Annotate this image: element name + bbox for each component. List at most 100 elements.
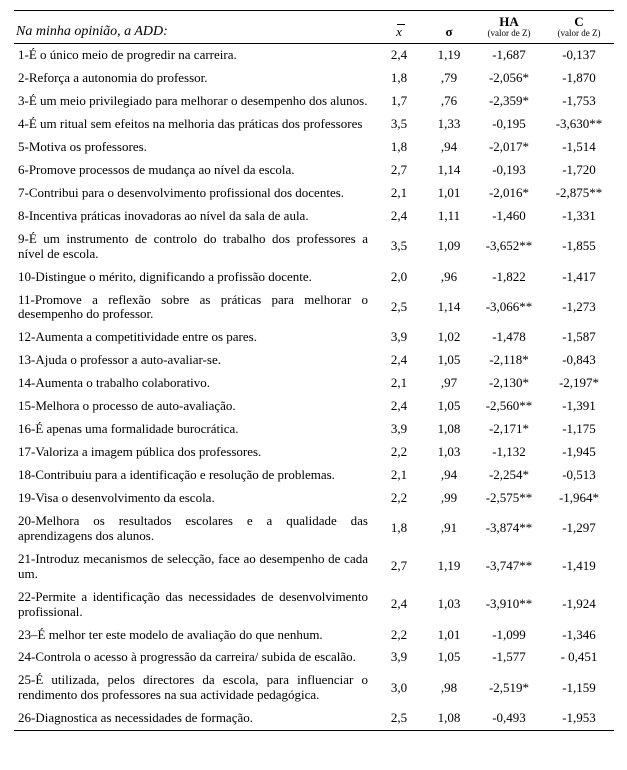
cell-sigma: ,91 <box>424 510 474 548</box>
table-row: 2-Reforça a autonomia do professor.1,8,7… <box>14 67 614 90</box>
table-row: 18-Contribuiu para a identificação e res… <box>14 464 614 487</box>
cell-c: -1,924 <box>544 586 614 624</box>
cell-statement: 21-Introduz mecanismos de selecção, face… <box>14 548 374 586</box>
cell-ha: -1,478 <box>474 326 544 349</box>
cell-ha: -2,017* <box>474 136 544 159</box>
cell-mean: 1,8 <box>374 67 424 90</box>
table-row: 16-É apenas uma formalidade burocrática.… <box>14 418 614 441</box>
table-row: 19-Visa o desenvolvimento da escola.2,2,… <box>14 487 614 510</box>
cell-c: -1,391 <box>544 395 614 418</box>
table-row: 9-É um instrumento de controlo do trabal… <box>14 228 614 266</box>
cell-mean: 2,2 <box>374 487 424 510</box>
cell-c: - 0,451 <box>544 646 614 669</box>
cell-c: -1,855 <box>544 228 614 266</box>
cell-c: -1,417 <box>544 266 614 289</box>
cell-ha: -3,652** <box>474 228 544 266</box>
table-row: 14-Aumenta o trabalho colaborativo.2,1,9… <box>14 372 614 395</box>
page: Na minha opinião, a ADD: x σ HA (valor d… <box>0 0 627 770</box>
cell-sigma: ,99 <box>424 487 474 510</box>
cell-mean: 2,7 <box>374 548 424 586</box>
cell-c: -1,945 <box>544 441 614 464</box>
cell-sigma: 1,05 <box>424 349 474 372</box>
cell-c: -1,870 <box>544 67 614 90</box>
cell-sigma: ,94 <box>424 136 474 159</box>
cell-ha: -2,254* <box>474 464 544 487</box>
sigma-symbol: σ <box>445 24 452 39</box>
stats-table: Na minha opinião, a ADD: x σ HA (valor d… <box>14 10 614 731</box>
ha-sub: (valor de Z) <box>476 29 542 39</box>
cell-statement: 26-Diagnostica as necessidades de formaç… <box>14 707 374 730</box>
cell-sigma: 1,05 <box>424 395 474 418</box>
table-row: 7-Contribui para o desenvolvimento profi… <box>14 182 614 205</box>
cell-c: -1,346 <box>544 624 614 647</box>
cell-c: -1,587 <box>544 326 614 349</box>
col-header-statement: Na minha opinião, a ADD: <box>14 11 374 44</box>
cell-statement: 9-É um instrumento de controlo do trabal… <box>14 228 374 266</box>
table-row: 26-Diagnostica as necessidades de formaç… <box>14 707 614 730</box>
table-row: 21-Introduz mecanismos de selecção, face… <box>14 548 614 586</box>
cell-statement: 10-Distingue o mérito, dignificando a pr… <box>14 266 374 289</box>
cell-mean: 2,0 <box>374 266 424 289</box>
cell-ha: -2,519* <box>474 669 544 707</box>
table-row: 11-Promove a reflexão sobre as práticas … <box>14 289 614 327</box>
cell-statement: 20-Melhora os resultados escolares e a q… <box>14 510 374 548</box>
cell-sigma: 1,03 <box>424 586 474 624</box>
col-header-ha: HA (valor de Z) <box>474 11 544 44</box>
col-header-sigma: σ <box>424 11 474 44</box>
cell-mean: 3,9 <box>374 418 424 441</box>
cell-statement: 6-Promove processos de mudança ao nível … <box>14 159 374 182</box>
cell-mean: 2,7 <box>374 159 424 182</box>
cell-statement: 8-Incentiva práticas inovadoras ao nível… <box>14 205 374 228</box>
cell-sigma: ,76 <box>424 90 474 113</box>
cell-c: -0,843 <box>544 349 614 372</box>
table-row: 3-É um meio privilegiado para melhorar o… <box>14 90 614 113</box>
cell-sigma: 1,19 <box>424 548 474 586</box>
cell-mean: 1,8 <box>374 136 424 159</box>
cell-mean: 2,5 <box>374 707 424 730</box>
table-row: 22-Permite a identificação das necessida… <box>14 586 614 624</box>
table-row: 25-É utilizada, pelos directores da esco… <box>14 669 614 707</box>
cell-statement: 24-Controla o acesso à progressão da car… <box>14 646 374 669</box>
cell-c: -1,331 <box>544 205 614 228</box>
cell-ha: -0,493 <box>474 707 544 730</box>
table-header-row: Na minha opinião, a ADD: x σ HA (valor d… <box>14 11 614 44</box>
col-header-mean: x <box>374 11 424 44</box>
cell-statement: 15-Melhora o processo de auto-avaliação. <box>14 395 374 418</box>
cell-ha: -1,822 <box>474 266 544 289</box>
ha-label: HA <box>476 15 542 29</box>
table-row: 23–É melhor ter este modelo de avaliação… <box>14 624 614 647</box>
cell-c: -0,137 <box>544 44 614 67</box>
cell-mean: 1,8 <box>374 510 424 548</box>
cell-c: -1,953 <box>544 707 614 730</box>
table-body: 1-É o único meio de progredir na carreir… <box>14 44 614 731</box>
cell-mean: 2,1 <box>374 182 424 205</box>
cell-statement: 13-Ajuda o professor a auto-avaliar-se. <box>14 349 374 372</box>
cell-mean: 2,1 <box>374 464 424 487</box>
cell-statement: 12-Aumenta a competitividade entre os pa… <box>14 326 374 349</box>
table-row: 17-Valoriza a imagem pública dos profess… <box>14 441 614 464</box>
cell-statement: 11-Promove a reflexão sobre as práticas … <box>14 289 374 327</box>
cell-sigma: ,97 <box>424 372 474 395</box>
table-row: 24-Controla o acesso à progressão da car… <box>14 646 614 669</box>
cell-c: -1,159 <box>544 669 614 707</box>
cell-ha: -3,747** <box>474 548 544 586</box>
cell-sigma: 1,08 <box>424 707 474 730</box>
cell-mean: 2,5 <box>374 289 424 327</box>
cell-sigma: 1,11 <box>424 205 474 228</box>
cell-statement: 1-É o único meio de progredir na carreir… <box>14 44 374 67</box>
cell-ha: -2,130* <box>474 372 544 395</box>
table-row: 6-Promove processos de mudança ao nível … <box>14 159 614 182</box>
cell-c: -1,720 <box>544 159 614 182</box>
cell-ha: -3,874** <box>474 510 544 548</box>
cell-sigma: 1,02 <box>424 326 474 349</box>
cell-statement: 23–É melhor ter este modelo de avaliação… <box>14 624 374 647</box>
cell-sigma: 1,19 <box>424 44 474 67</box>
cell-mean: 3,9 <box>374 646 424 669</box>
table-row: 4-É um ritual sem efeitos na melhoria da… <box>14 113 614 136</box>
statement-label: Na minha opinião, a ADD: <box>16 24 168 39</box>
cell-ha: -1,687 <box>474 44 544 67</box>
cell-statement: 17-Valoriza a imagem pública dos profess… <box>14 441 374 464</box>
cell-ha: -2,118* <box>474 349 544 372</box>
cell-c: -2,197* <box>544 372 614 395</box>
cell-ha: -1,577 <box>474 646 544 669</box>
